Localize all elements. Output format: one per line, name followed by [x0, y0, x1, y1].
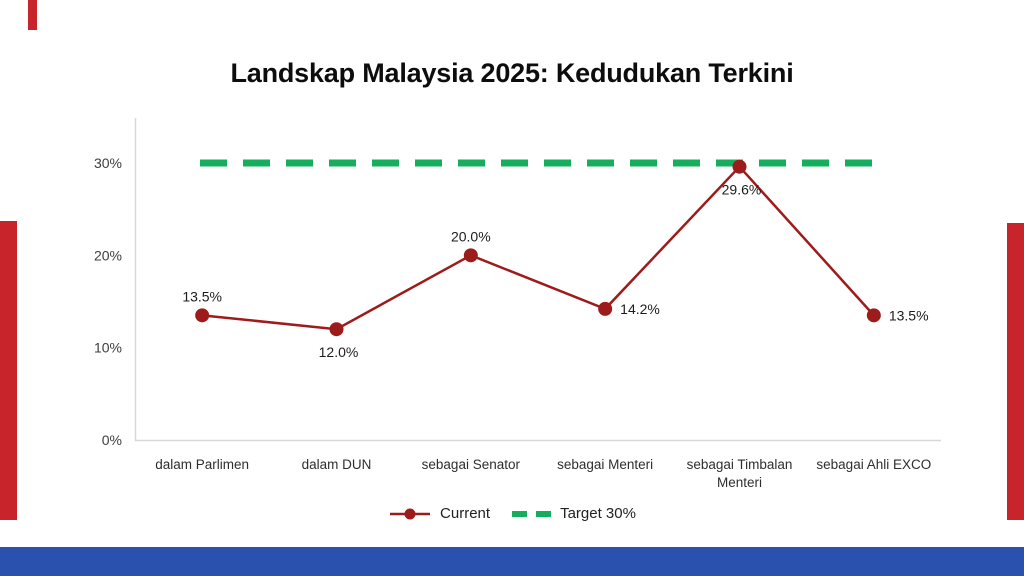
legend-label-target: Target 30% — [560, 505, 636, 522]
data-point — [463, 248, 478, 263]
legend-item-current: Current — [388, 505, 490, 522]
data-label: 29.6% — [722, 182, 762, 198]
x-category-label: sebagai Senator — [422, 457, 521, 472]
x-category-label: sebagai Timbalan — [687, 457, 793, 472]
data-label: 20.0% — [451, 228, 491, 244]
x-category-label: sebagai Ahli EXCO — [816, 457, 931, 472]
chart-title: Landskap Malaysia 2025: Kedudukan Terkin… — [230, 58, 794, 88]
data-point — [598, 301, 613, 316]
data-label: 12.0% — [319, 344, 359, 360]
bottom-accent-bar — [0, 547, 1024, 576]
chart-legend: Current Target 30% — [0, 505, 1024, 522]
y-tick-label: 20% — [94, 247, 122, 263]
data-label: 13.5% — [889, 307, 929, 323]
data-point — [732, 159, 747, 174]
data-point — [329, 322, 344, 337]
data-label: 14.2% — [620, 301, 660, 317]
y-tick-label: 0% — [102, 432, 122, 448]
current-line-marker-icon — [390, 508, 431, 519]
data-point — [866, 308, 881, 323]
target-dash-marker-icon — [512, 510, 553, 517]
y-tick-label: 10% — [94, 340, 122, 356]
top-accent-bar — [28, 0, 37, 30]
x-category-label: sebagai Menteri — [557, 457, 653, 472]
x-category-label: dalam Parlimen — [155, 457, 249, 472]
left-accent-bar — [0, 221, 17, 520]
legend-item-target: Target 30% — [512, 505, 636, 522]
data-point — [195, 308, 210, 323]
x-category-label: Menteri — [717, 475, 762, 490]
y-tick-label: 30% — [94, 155, 122, 171]
x-category-label: dalam DUN — [302, 457, 372, 472]
legend-label-current: Current — [440, 505, 491, 522]
data-label: 13.5% — [182, 288, 222, 304]
right-accent-bar — [1007, 223, 1024, 520]
series-line — [202, 164, 875, 331]
